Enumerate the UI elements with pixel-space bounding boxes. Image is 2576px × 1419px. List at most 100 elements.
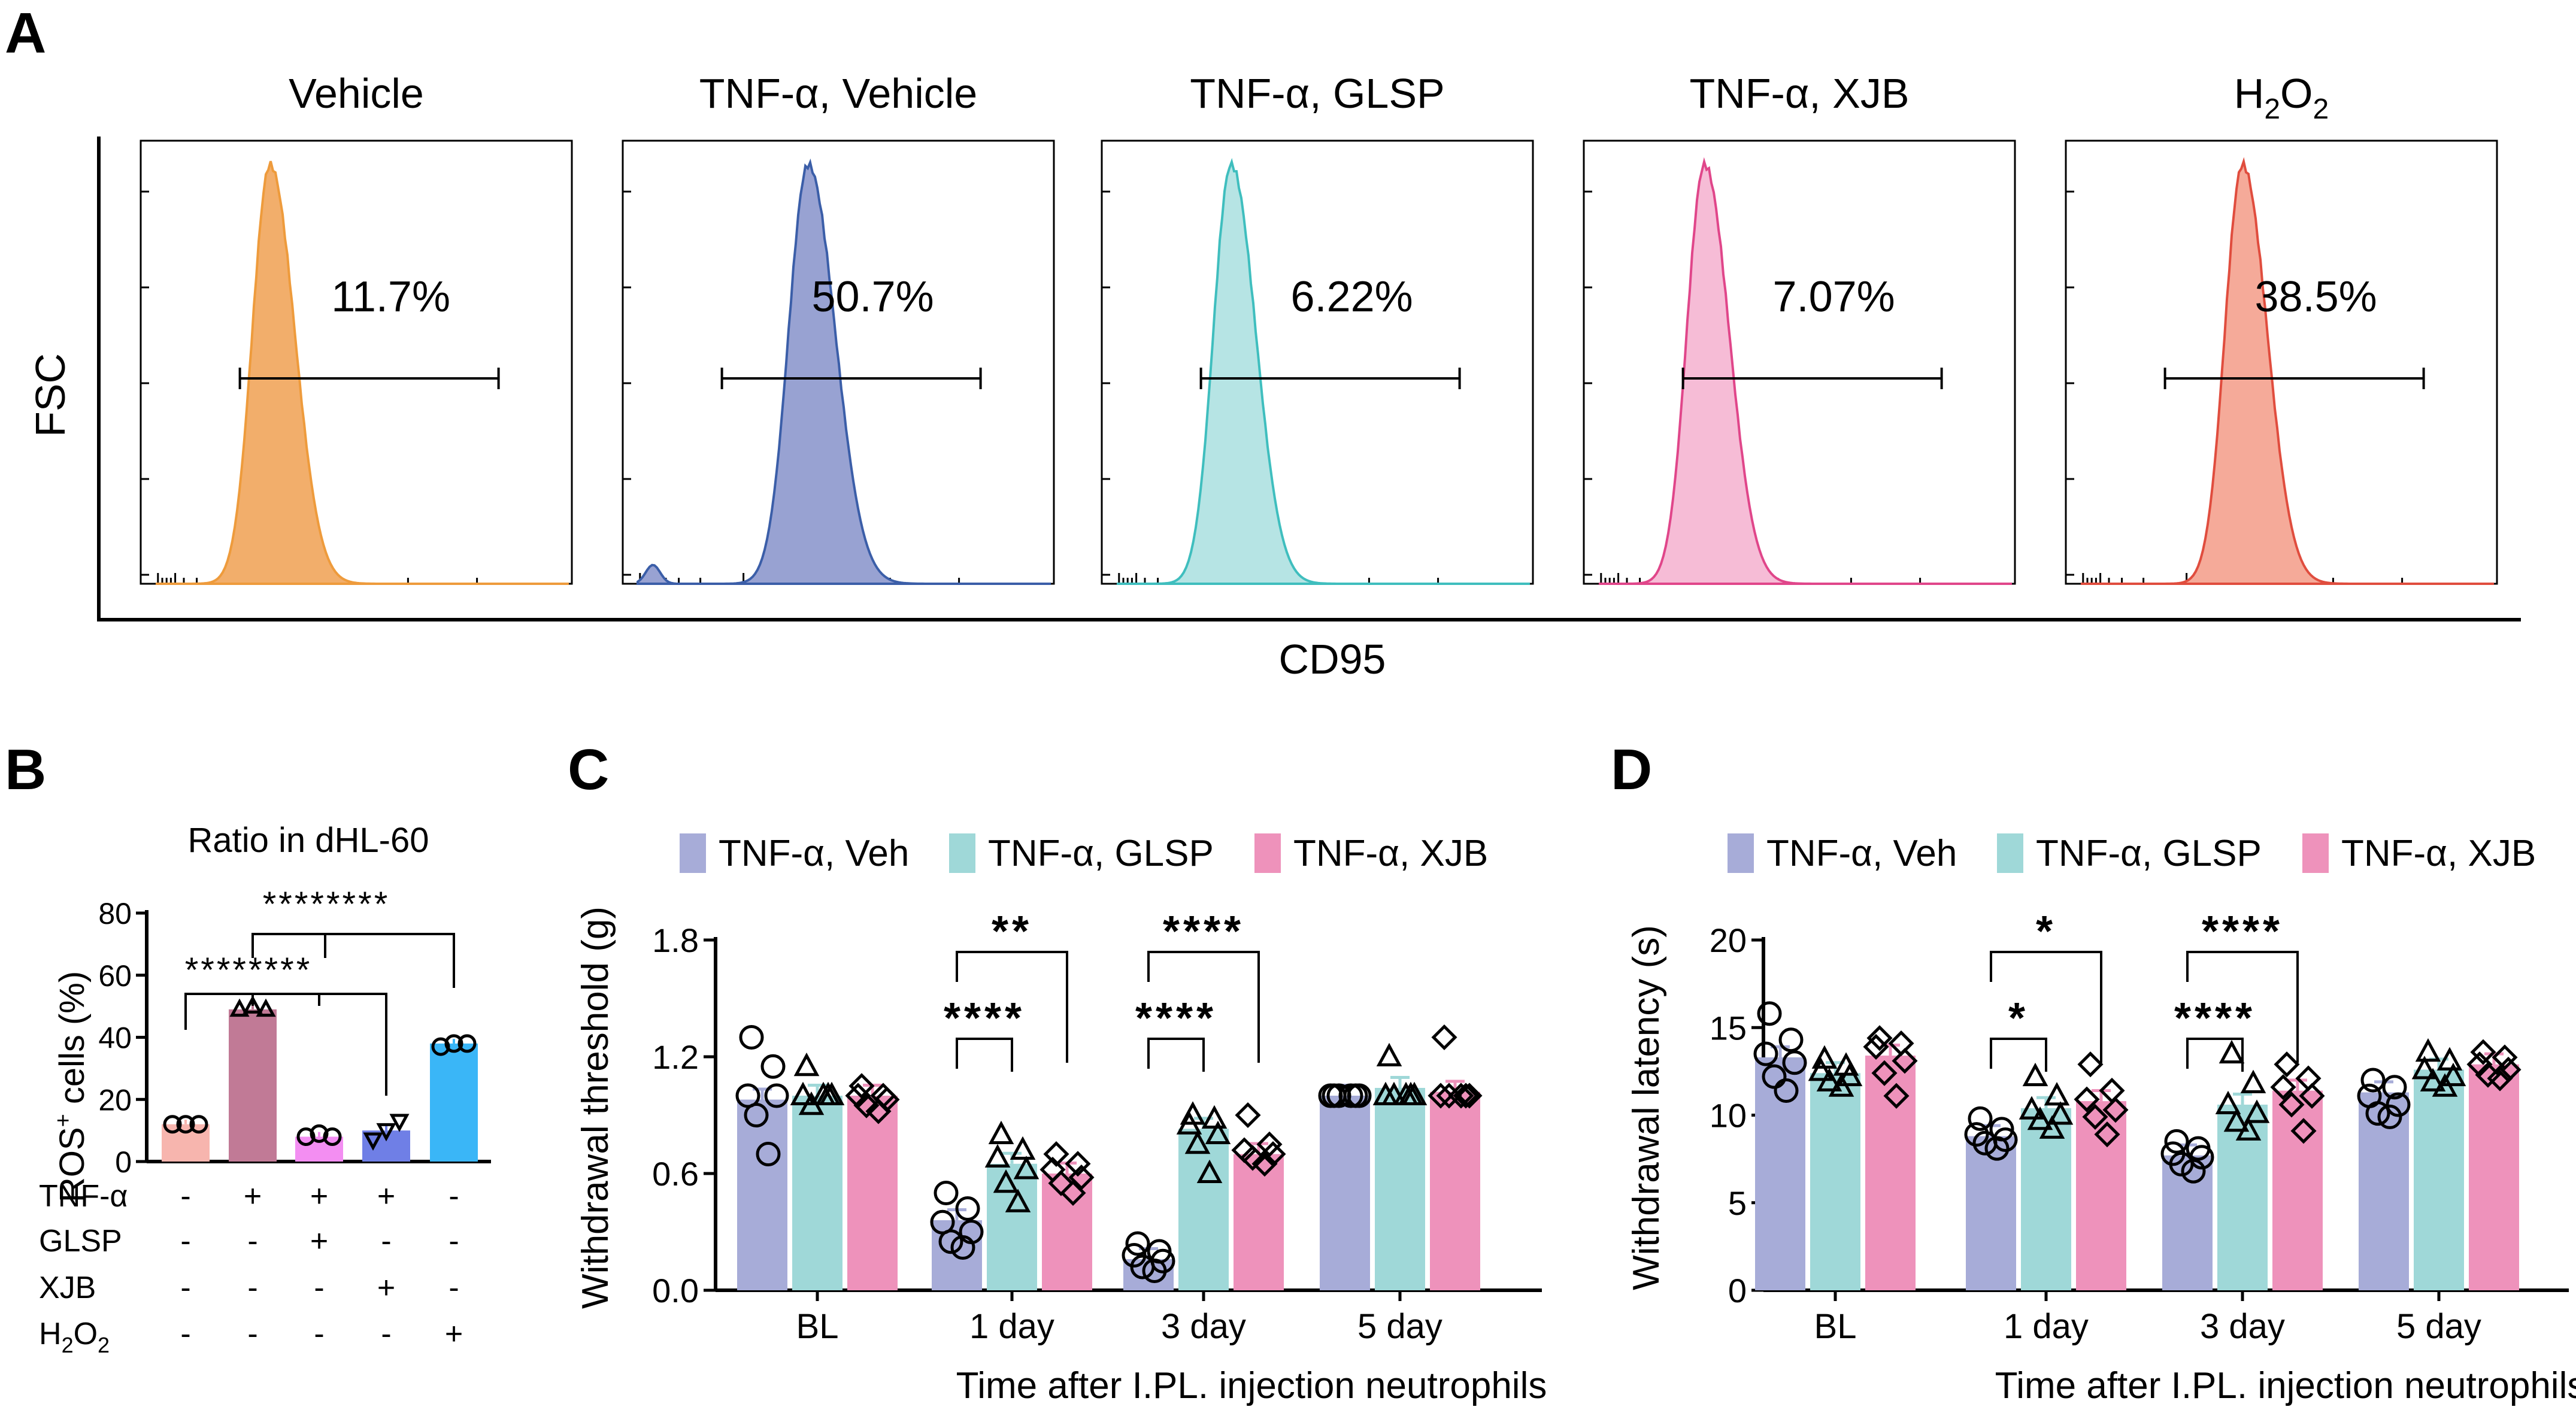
b-table-mark: - (448, 1271, 459, 1305)
b-data-point (243, 995, 263, 1014)
data-point (938, 1229, 963, 1254)
data-point (1048, 1170, 1074, 1196)
x-tick-label: 5 day (1357, 1307, 1442, 1346)
data-point (1142, 1259, 1167, 1283)
data-point (2094, 1121, 2120, 1148)
data-point (1013, 1156, 1040, 1180)
b-table-mark: - (381, 1224, 391, 1259)
sig-label: ** (992, 908, 1032, 956)
sig-bracket (956, 951, 1068, 1063)
data-point (1892, 1048, 1918, 1074)
data-point (1778, 1027, 1804, 1053)
panel-c-xlabel: Time after I.PL. injection neutrophils (956, 1365, 1547, 1406)
data-point (1060, 1180, 1086, 1206)
b-sig-bracket (251, 933, 455, 988)
sig-bracket (1990, 951, 2102, 1063)
legend-label: TNF-α, GLSP (988, 833, 1214, 874)
data-point (1125, 1231, 1150, 1256)
data-point (2295, 1065, 2322, 1091)
data-point (2019, 1096, 2045, 1120)
bar (2272, 1090, 2323, 1290)
panel-b-chart: Ratio in dHL-60 ROS+ cells (%) 0 20 40 60 80… (39, 821, 491, 1357)
data-point (2047, 1101, 2074, 1125)
data-point (2411, 1056, 2438, 1080)
histogram-title: TNF-α, GLSP (1190, 70, 1445, 117)
bar (2414, 1069, 2464, 1290)
data-point (2027, 1106, 2053, 1130)
histogram-curve (156, 160, 569, 585)
b-data-point (296, 1127, 316, 1146)
data-point (1456, 1083, 1483, 1109)
data-point (2215, 1090, 2241, 1114)
b-y-tick-label: 80 (98, 897, 132, 930)
panel-a-xlabel: CD95 (1279, 636, 1386, 683)
bar (1375, 1088, 1425, 1290)
panel-b-title: Ratio in dHL-60 (188, 821, 429, 860)
legend-label: TNF-α, Veh (719, 833, 909, 874)
data-point (2386, 1092, 2411, 1117)
data-point (1453, 1083, 1479, 1109)
b-table-mark: - (314, 1317, 324, 1351)
b-y-tick-label: 20 (98, 1083, 132, 1117)
x-tick-label: BL (796, 1307, 839, 1346)
y-tick-label: 5 (1728, 1184, 1747, 1222)
sig-bracket (1147, 1038, 1205, 1072)
legend-swatch (1997, 833, 2023, 873)
data-point (2022, 1062, 2048, 1087)
b-data-point (176, 1115, 195, 1134)
data-point (2274, 1051, 2300, 1078)
b-bar (229, 1009, 277, 1162)
b-data-point (323, 1127, 342, 1146)
gate-percent-label: 11.7% (331, 273, 450, 321)
data-point (2278, 1091, 2305, 1118)
b-data-point (376, 1123, 396, 1142)
data-point (1762, 1064, 1787, 1089)
data-point (1863, 1033, 1889, 1060)
data-point (744, 1103, 769, 1127)
bar (1320, 1096, 1370, 1290)
b-data-point (256, 998, 276, 1017)
sig-bracket (956, 1038, 1013, 1072)
gate-percent-label: 6.22% (1291, 273, 1413, 321)
data-point (793, 1053, 820, 1077)
bar (737, 1099, 787, 1290)
data-point (1984, 1136, 2010, 1161)
data-point (2365, 1101, 2390, 1126)
data-point (984, 1144, 1011, 1168)
b-data-point (457, 1034, 477, 1053)
b-table-mark: - (448, 1224, 459, 1259)
sig-bracket (1990, 1038, 2047, 1072)
data-point (2102, 1097, 2129, 1123)
b-data-point (431, 1037, 450, 1056)
y-tick-label: 10 (1710, 1097, 1747, 1135)
data-point (1431, 1024, 1457, 1051)
data-point (1968, 1106, 1993, 1131)
data-point (993, 1169, 1019, 1193)
x-tick-label: 1 day (2004, 1307, 2089, 1346)
data-point (2382, 1075, 2407, 1100)
histogram-frame (1101, 140, 1534, 585)
data-point (1757, 1001, 1782, 1026)
b-table-mark: + (244, 1179, 262, 1214)
bar (1430, 1091, 1480, 1290)
data-point (1196, 1159, 1223, 1183)
panel-d-ylabel: Withdrawal latency (s) (1626, 925, 1667, 1290)
legend-label: TNF-α, XJB (2341, 833, 2536, 874)
data-point (2360, 1068, 2386, 1093)
b-table-row-label: H2O2 (39, 1317, 110, 1357)
data-point (2082, 1103, 2108, 1130)
b-table-row-label: XJB (39, 1271, 96, 1305)
data-point (739, 1025, 764, 1050)
b-table-mark: - (247, 1271, 257, 1305)
data-point (2290, 1118, 2317, 1144)
sig-label: **** (944, 994, 1025, 1042)
data-point (1005, 1188, 1031, 1212)
data-point (764, 1083, 789, 1108)
b-table-row-label: GLSP (39, 1224, 122, 1259)
b-table-mark: - (247, 1224, 257, 1259)
x-tick-label: BL (1814, 1307, 1857, 1346)
data-point (1871, 1060, 1898, 1086)
data-point (1326, 1083, 1351, 1108)
data-point (2169, 1151, 2194, 1177)
b-data-point (229, 998, 250, 1017)
